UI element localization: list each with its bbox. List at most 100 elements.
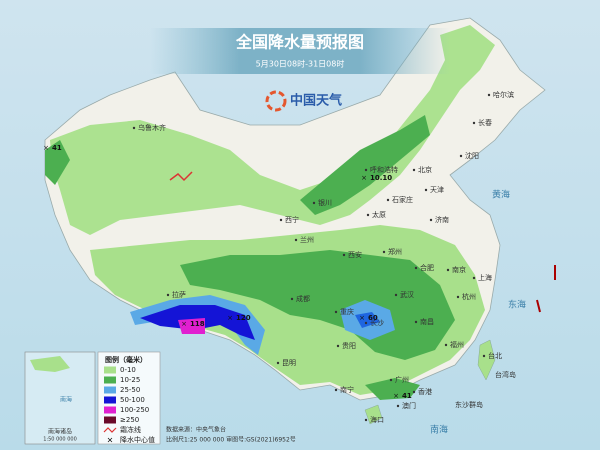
city-dot: [364, 418, 368, 422]
city-label: 石家庄: [392, 195, 413, 204]
legend-swatch: [104, 366, 116, 374]
rain-50-100-center: [355, 312, 380, 328]
center-value: 10.10: [370, 174, 392, 182]
city-dot: [424, 188, 428, 192]
city-label: 哈尔滨: [493, 90, 514, 99]
city-dot: [342, 253, 346, 257]
city-label: 西宁: [285, 215, 299, 224]
rain-10-25-west: [45, 140, 70, 185]
city-dot: [444, 343, 448, 347]
city-dot: [414, 266, 418, 270]
city-dot: [412, 168, 416, 172]
city-label: 广州: [395, 375, 409, 384]
center-marker: ×: [359, 314, 365, 322]
logo-icon: [265, 90, 287, 112]
city-label: 海口: [370, 415, 384, 424]
taiwan: [477, 339, 496, 381]
city-dot: [334, 310, 338, 314]
city-label: 澳门: [402, 401, 416, 410]
city-dot: [472, 121, 476, 125]
island-label: 东沙群岛: [455, 400, 483, 409]
city-dot: [382, 250, 386, 254]
hainan: [364, 404, 383, 425]
center-value: 120: [236, 314, 251, 322]
city-dot: [472, 276, 476, 280]
legend-label: 0-10: [120, 366, 136, 374]
city-dot: [132, 126, 136, 130]
legend-swatch: [104, 416, 116, 424]
city-label: 贵阳: [342, 341, 356, 350]
city-label: 南昌: [420, 317, 434, 326]
title: 全国降水量预报图: [235, 33, 364, 52]
logo-text: 中国天气: [290, 93, 342, 109]
legend-frost: [103, 427, 117, 433]
inset-label: 南海诸岛: [48, 428, 72, 436]
city-dot: [414, 320, 418, 324]
city-dot: [364, 321, 368, 325]
city-dot: [487, 93, 491, 97]
title-banner: [150, 28, 450, 74]
center-value: 41: [52, 144, 62, 152]
city-label: 拉萨: [172, 290, 186, 299]
city-dot: [396, 404, 400, 408]
frost-line: [169, 171, 193, 182]
city-label: 沈阳: [465, 151, 479, 160]
rain-10-25-coast: [365, 378, 420, 400]
city-dot: [364, 168, 368, 172]
city-label: 郑州: [388, 248, 402, 256]
legend-swatch: [104, 386, 116, 394]
city-dot: [166, 293, 170, 297]
source: 数据来源：中央气象台: [166, 426, 226, 434]
legend-label: 50-100: [120, 396, 145, 404]
city-label: 上海: [478, 273, 492, 282]
rain-0-10-north: [50, 25, 495, 235]
city-label: 天津: [430, 186, 444, 194]
center-marker: ×: [43, 144, 49, 152]
rain-10-25-north: [300, 115, 430, 215]
sea-label: 南海: [430, 424, 448, 436]
center-marker: ×: [361, 174, 367, 182]
city-label: 银川: [318, 198, 332, 207]
city-dot: [336, 344, 340, 348]
city-dot: [394, 293, 398, 297]
city-dot: [312, 201, 316, 205]
legend-label: 25-50: [120, 386, 140, 394]
sea-label: 东海: [508, 299, 526, 311]
city-dot: [294, 238, 298, 242]
legend-label: 霜冻线: [120, 425, 141, 434]
legend-swatch: [104, 406, 116, 414]
legend-cross: ×: [107, 436, 114, 445]
city-label: 重庆: [340, 307, 354, 316]
center-marker: ×: [181, 320, 187, 328]
city-dot: [446, 268, 450, 272]
legend-swatch: [104, 376, 116, 384]
center-value: 41: [402, 392, 412, 400]
city-label: 成都: [296, 294, 310, 303]
subtitle: 5月30日08时-31日08时: [256, 59, 345, 69]
city-label: 北京: [418, 165, 432, 174]
rain-25-50-tibet: [130, 295, 265, 355]
city-label: 西安: [348, 250, 362, 259]
legend-label: 10-25: [120, 376, 140, 384]
inset-scale: 1:50 000 000: [43, 437, 77, 443]
city-label: 合肥: [420, 263, 434, 272]
sea-label: 黄海: [492, 189, 510, 201]
scale-note: 比例尺1:25 000 000 审图号:GS(2021)6952号: [166, 436, 296, 444]
city-label: 长春: [478, 118, 492, 127]
island-label: 台湾岛: [495, 370, 516, 379]
city-label: 台北: [488, 351, 502, 360]
city-dot: [389, 378, 393, 382]
center-value: 60: [368, 314, 378, 322]
city-dot: [276, 361, 280, 365]
city-dot: [279, 218, 283, 222]
city-dot: [290, 297, 294, 301]
city-dot: [412, 390, 416, 394]
legend-label: ≥250: [120, 416, 139, 424]
city-dot: [429, 218, 433, 222]
city-dot: [366, 213, 370, 217]
city-label: 南京: [452, 265, 466, 274]
city-label: 呼和浩特: [370, 165, 398, 174]
